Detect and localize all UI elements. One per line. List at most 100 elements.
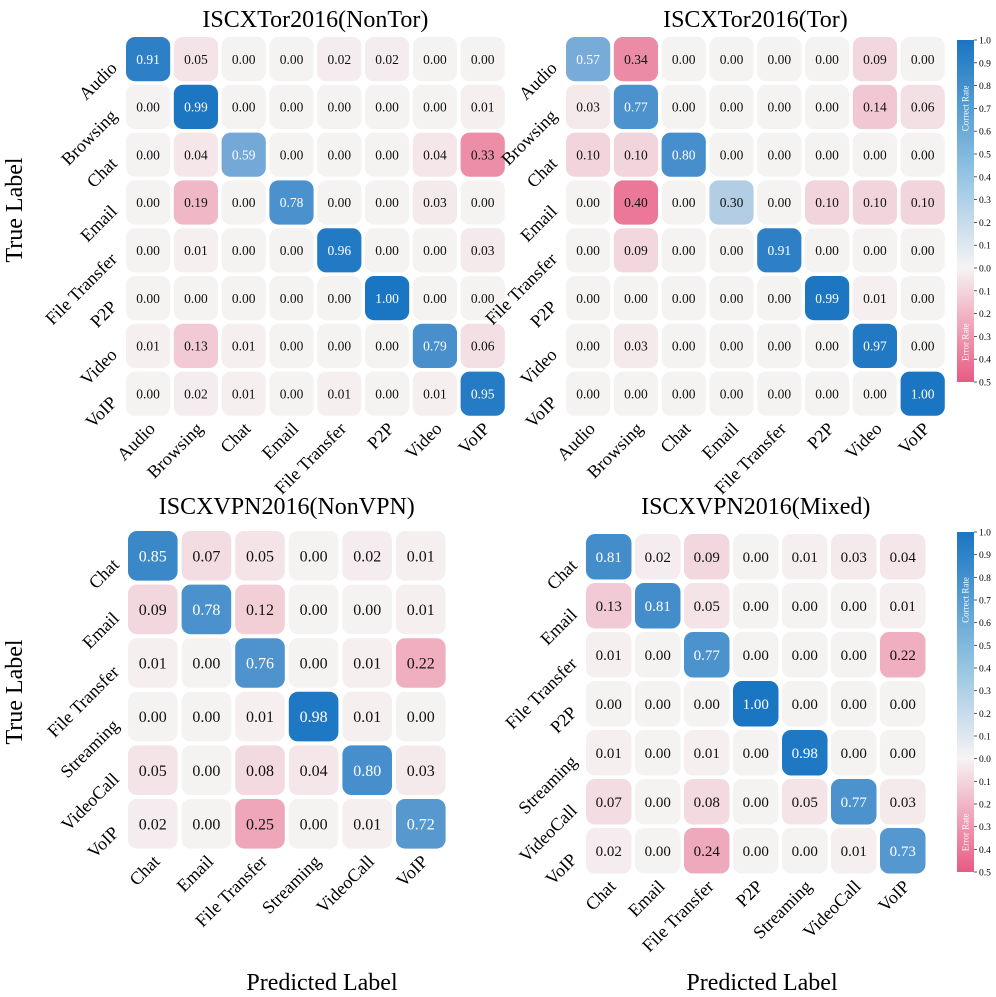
cell-label-nontor-r2-c6: 0.04 [423,147,447,162]
cell-label-nonvpn-r2-c4: 0.01 [353,656,381,673]
cell-label-nontor-r5-c6: 0.00 [423,291,447,306]
cell-nontor-r6-c2 [221,323,266,368]
y-tick-nontor-6: Video [76,345,120,389]
cell-label-nonvpn-r2-c2: 0.76 [246,656,274,673]
cell-label-tor-r0-c1: 0.34 [624,52,648,67]
cell-tor-r6-c3 [709,323,754,368]
cell-tor-r7-c1 [613,371,658,416]
cell-label-tor-r6-c5: 0.00 [815,339,839,354]
cell-mixed-r1-c3 [733,583,779,629]
cell-label-nontor-r5-c5: 1.00 [375,291,399,306]
cell-label-tor-r1-c5: 0.00 [815,100,839,115]
cell-label-nontor-r3-c5: 0.00 [375,195,399,210]
cell-label-tor-r4-c6: 0.00 [863,243,887,258]
cell-label-mixed-r1-c5: 0.00 [841,599,867,615]
cell-label-tor-r5-c2: 0.00 [672,291,696,306]
cell-label-tor-r4-c1: 0.09 [624,243,648,258]
cell-label-nonvpn-r0-c3: 0.00 [300,548,328,565]
cell-nontor-r1-c0 [126,84,171,129]
cell-tor-r6-c6 [852,323,897,368]
cell-nontor-r5-c5 [365,276,410,321]
cell-nontor-r6-c7 [460,323,505,368]
y-tick-nonvpn-1: Email [78,608,123,653]
cell-tor-r0-c1 [613,37,658,82]
cell-nonvpn-r4-c3 [288,745,339,795]
cell-mixed-r6-c0 [586,828,632,874]
y-tick-nontor-2: Chat [83,153,121,191]
cell-label-nontor-r7-c6: 0.01 [423,386,447,401]
cell-label-nonvpn-r0-c1: 0.07 [192,548,220,565]
cell-tor-r1-c3 [709,84,754,129]
cell-label-nontor-r2-c3: 0.00 [280,147,304,162]
cell-label-tor-r0-c6: 0.09 [863,52,887,67]
cell-label-tor-r5-c4: 0.00 [767,291,791,306]
cell-label-nontor-r1-c3: 0.00 [280,100,304,115]
cell-nontor-r4-c1 [173,228,218,273]
cell-tor-r1-c6 [852,84,897,129]
cell-mixed-r5-c4 [782,779,828,825]
x-axis-label-right: Predicted Label [686,970,838,996]
cell-tor-r5-c7 [900,276,945,321]
colorbar-top: 1.0 0.9 0.8 0.7 0.6 0.5 0.4 0.3 0.2 0.1 0.0 0.1 0.2 0… [957,37,991,389]
cell-label-nontor-r4-c0: 0.00 [136,243,160,258]
cell-mixed-r0-c6 [880,534,926,580]
cell-label-tor-r6-c0: 0.00 [576,339,600,354]
colorbar-tick-label: 1.0 [979,529,991,539]
cell-nontor-r6-c0 [126,323,171,368]
cell-mixed-r2-c3 [733,632,779,678]
cell-nontor-r3-c7 [460,180,505,225]
cell-label-mixed-r5-c0: 0.07 [596,795,623,811]
cell-tor-r4-c0 [566,228,611,273]
chart-title-tor: ISCXTor2016(Tor) [663,7,848,33]
cell-nontor-r7-c4 [317,371,362,416]
cell-label-mixed-r4-c2: 0.01 [694,746,720,762]
cell-nontor-r4-c3 [269,228,314,273]
cell-label-mixed-r3-c4: 0.00 [792,697,818,713]
cell-nontor-r1-c2 [221,84,266,129]
cell-label-mixed-r2-c0: 0.01 [596,648,622,664]
cell-nonvpn-r5-c5 [396,799,446,849]
cell-label-mixed-r0-c1: 0.02 [645,550,671,566]
cell-mixed-r1-c4 [782,583,828,629]
cell-label-nonvpn-r3-c3: 0.98 [300,709,328,726]
cell-nonvpn-r1-c3 [288,584,339,635]
cell-nontor-r5-c7 [460,276,505,321]
cell-tor-r0-c7 [900,37,945,82]
cell-label-nonvpn-r4-c2: 0.08 [246,763,274,780]
cell-label-nonvpn-r1-c4: 0.00 [353,602,381,619]
cell-mixed-r4-c1 [635,730,681,776]
cell-label-tor-r2-c0: 0.10 [576,147,600,162]
cell-label-tor-r4-c4: 0.91 [767,243,791,258]
cell-nonvpn-r2-c4 [342,638,392,688]
cell-tor-r5-c6 [852,276,897,321]
cell-tor-r2-c0 [566,132,611,177]
cell-label-tor-r3-c4: 0.00 [767,195,791,210]
cell-nontor-r6-c3 [269,323,314,368]
cell-label-mixed-r3-c5: 0.00 [841,697,867,713]
cell-label-nonvpn-r4-c5: 0.03 [407,763,435,780]
y-axis-label-bottom: True Label [2,639,28,744]
cell-label-nontor-r1-c4: 0.00 [327,100,351,115]
cell-nontor-r3-c5 [365,180,410,225]
cell-label-tor-r7-c5: 0.00 [815,386,839,401]
y-tick-tor-5: P2P [526,297,561,332]
colorbar-error-0 [957,268,974,382]
cell-mixed-r0-c2 [684,534,730,580]
cell-nontor-r4-c6 [412,228,457,273]
cell-tor-r2-c4 [757,132,802,177]
cell-label-nontor-r4-c6: 0.00 [423,243,447,258]
x-tick-tor-3: Email [698,418,743,463]
cell-label-nonvpn-r4-c0: 0.05 [139,763,167,780]
cell-label-mixed-r5-c5: 0.77 [841,795,868,811]
cell-nonvpn-r3-c4 [342,691,392,742]
x-tick-nonvpn-3: Streaming [258,851,324,917]
cell-label-nontor-r7-c5: 0.00 [375,386,399,401]
cell-label-nonvpn-r3-c0: 0.00 [139,709,167,726]
cell-label-mixed-r2-c3: 0.00 [743,648,769,664]
cell-nonvpn-r2-c0 [128,638,178,688]
cell-tor-r3-c2 [661,180,706,225]
cell-tor-r3-c1 [613,180,658,225]
cell-nontor-r1-c4 [317,84,362,129]
x-tick-nontor-5: P2P [363,418,398,453]
cell-nonvpn-r4-c5 [396,745,446,795]
